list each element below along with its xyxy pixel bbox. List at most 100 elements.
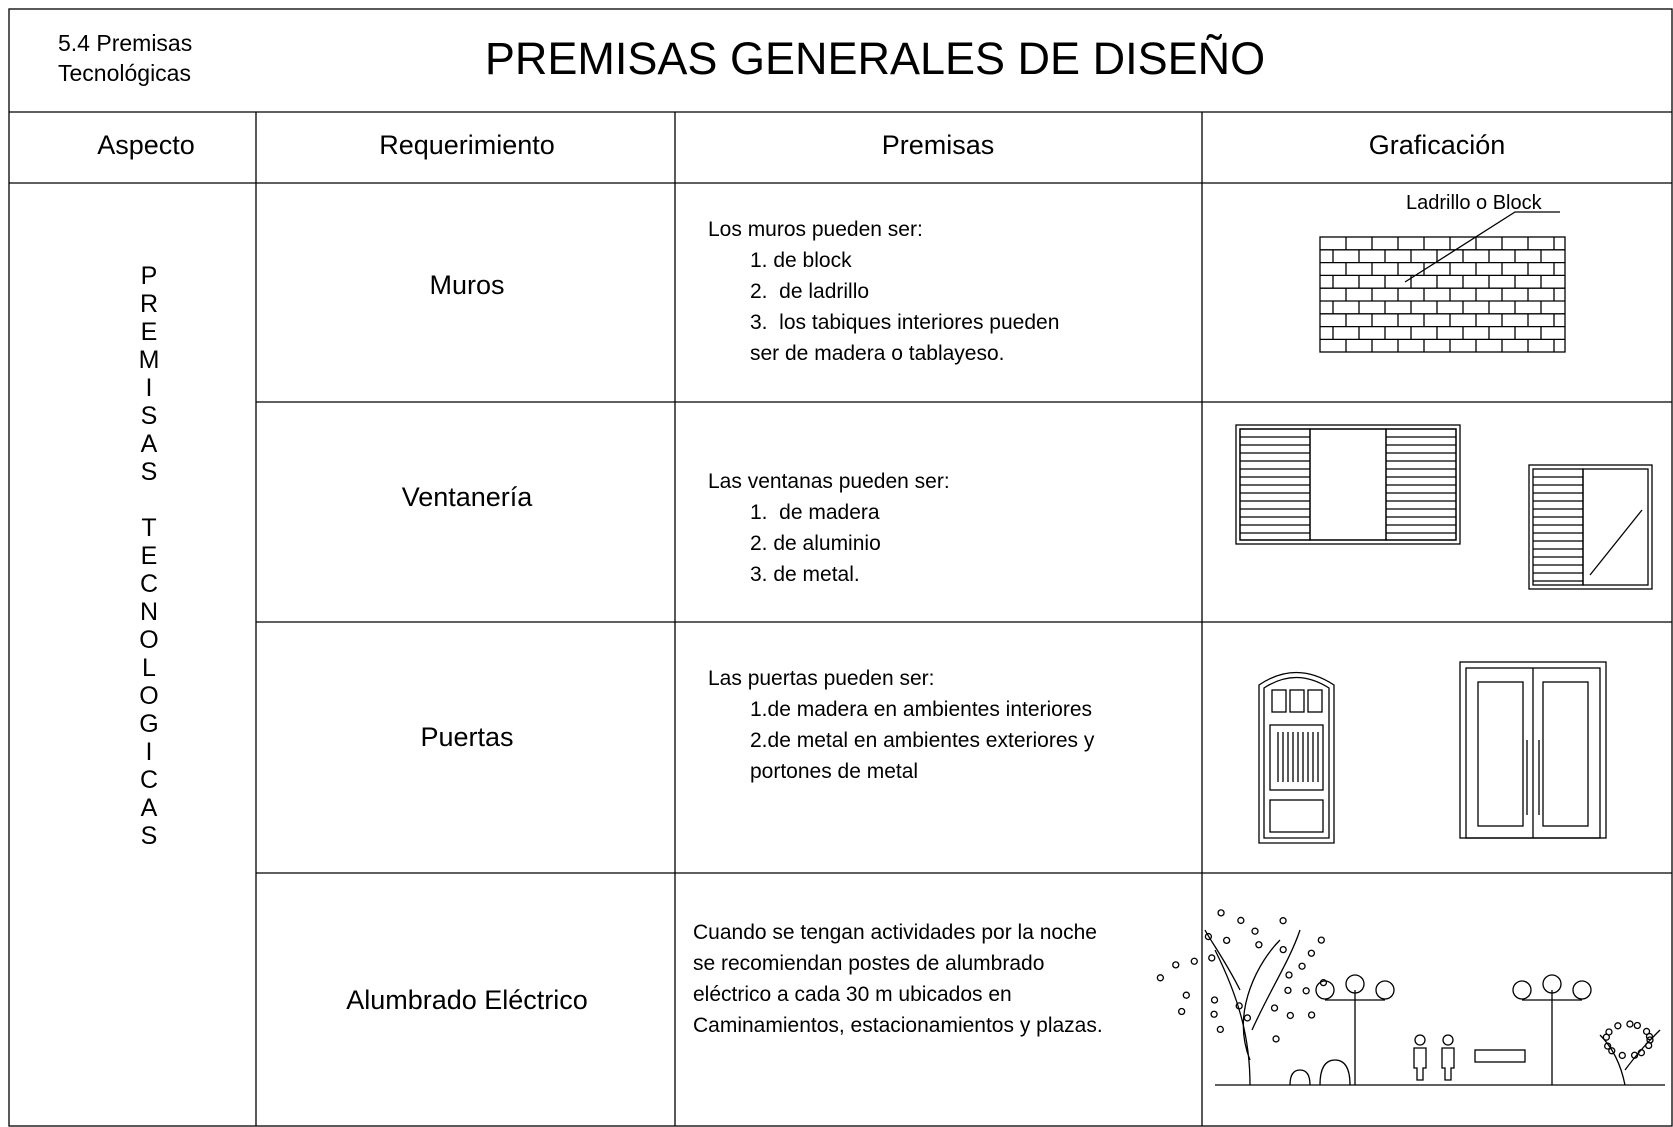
leaf: [1279, 917, 1287, 925]
leaf: [1156, 974, 1165, 982]
title: PREMISAS GENERALES DE DISEÑO: [484, 33, 1266, 84]
tree: [1204, 929, 1301, 1086]
premise-line: 2.de metal en ambientes exteriores y: [750, 729, 1095, 752]
aspect: PREMISAS TECNOLOGICAS: [135, 262, 163, 850]
leaf: [1604, 1042, 1612, 1050]
premise-line: 1. de block: [750, 249, 852, 272]
leaf: [1608, 1047, 1616, 1055]
requirement: Alumbrado Eléctrico: [346, 985, 588, 1015]
leaf: [1237, 916, 1245, 925]
lamp: [1345, 974, 1365, 994]
leaf: [1217, 909, 1225, 917]
wall: [1319, 236, 1566, 353]
premise-line: 2. de ladrillo: [750, 280, 870, 303]
leaf: [1172, 961, 1180, 969]
person: [1441, 1047, 1455, 1081]
leaf: [1255, 941, 1263, 949]
premise-line: se recomiendan postes de alumbrado: [693, 952, 1045, 975]
door-panel: [1269, 724, 1324, 791]
glass-mark: [1589, 509, 1643, 576]
door-panel: [1477, 681, 1524, 827]
tree: [1599, 1029, 1661, 1086]
section-label: 5.4 Premisas Tecnológicas: [58, 28, 192, 88]
leaf: [1251, 927, 1259, 935]
section-line: Tecnológicas: [58, 60, 191, 86]
door: [1263, 676, 1330, 839]
door-light: [1307, 689, 1323, 713]
leaf: [1319, 978, 1328, 987]
table-border: [8, 8, 1673, 1127]
leaf: [1637, 1049, 1646, 1057]
leaf: [1284, 986, 1292, 995]
louver-frame: [1532, 468, 1584, 586]
section-line: 5.4 Premisas: [58, 30, 193, 56]
leaf: [1286, 1011, 1294, 1020]
premise-line: Las ventanas pueden ser:: [708, 470, 950, 493]
premise-line: ser de madera o tablayeso.: [750, 342, 1005, 365]
premise-line: Caminamientos, estacionamientos y plazas…: [693, 1014, 1103, 1037]
leaf: [1216, 1025, 1224, 1034]
premise-line: Los muros pueden ser:: [708, 218, 923, 241]
leaf: [1222, 936, 1231, 945]
leaf: [1190, 957, 1198, 965]
lamp: [1572, 980, 1592, 1000]
lamp: [1512, 980, 1532, 1000]
leaf: [1645, 1032, 1654, 1041]
leaf: [1302, 987, 1310, 995]
leaf: [1272, 1035, 1280, 1043]
person: [1442, 1034, 1454, 1046]
leaf: [1317, 936, 1325, 944]
column-header: Aspecto: [97, 130, 195, 160]
leaf: [1210, 996, 1219, 1004]
leaf: [1285, 971, 1293, 979]
person: [1413, 1047, 1427, 1081]
leaf: [1614, 1022, 1622, 1030]
premise-line: eléctrico a cada 30 m ubicados en: [693, 983, 1012, 1006]
premises: Cuando se tengan actividades por la noch…: [693, 917, 1103, 1041]
window: [1235, 424, 1461, 545]
premise-line: 3. de metal.: [750, 563, 860, 586]
premise-line: 1. de madera: [750, 501, 880, 524]
door: [1258, 671, 1335, 844]
premise-line: 3. los tabiques interiores pueden: [750, 311, 1060, 334]
leaf: [1182, 991, 1190, 999]
leaf: [1645, 1041, 1653, 1050]
leader: [1404, 211, 1560, 283]
leaf: [1307, 949, 1316, 957]
leaf: [1605, 1028, 1613, 1036]
leaf: [1178, 1007, 1186, 1016]
leaf: [1204, 932, 1213, 941]
leaf: [1279, 945, 1287, 954]
requirement: Ventanería: [401, 482, 533, 512]
door-panel: [1542, 681, 1589, 827]
column-header: Requerimiento: [379, 130, 555, 160]
wall-label: Ladrillo o Block: [1406, 192, 1542, 214]
premises: Los muros pueden ser: 1. de block 2. de la…: [708, 214, 1059, 369]
lamp: [1315, 980, 1335, 1000]
handle: [1526, 740, 1540, 815]
leaf: [1235, 1002, 1243, 1010]
door-light: [1271, 689, 1287, 713]
premise-line: Cuando se tengan actividades por la noch…: [693, 921, 1097, 944]
shrub: [1289, 1059, 1351, 1086]
premise-line: portones de metal: [750, 760, 919, 783]
column-header: Premisas: [881, 130, 995, 160]
leaf: [1307, 1011, 1316, 1019]
premises: Las ventanas pueden ser: 1. de madera 2. d…: [708, 466, 950, 590]
leaf: [1626, 1020, 1634, 1028]
window: [1528, 464, 1653, 590]
leaf: [1208, 954, 1216, 962]
premise-line: Las puertas pueden ser:: [708, 667, 935, 690]
requirement: Puertas: [420, 722, 514, 752]
leaf: [1210, 1010, 1218, 1018]
leaf: [1270, 1004, 1279, 1012]
leaf: [1618, 1051, 1626, 1060]
premises: Las puertas pueden ser: 1.de madera en am…: [708, 663, 1094, 787]
sign: [1474, 1049, 1526, 1063]
column-header: Graficación: [1368, 130, 1506, 160]
premise-line: 2. de aluminio: [750, 532, 881, 555]
glass: [1582, 468, 1649, 586]
lamp: [1375, 980, 1395, 1000]
